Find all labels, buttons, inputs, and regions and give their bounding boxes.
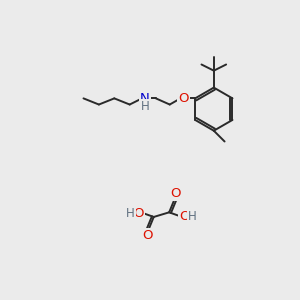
- Text: H: H: [141, 100, 149, 112]
- Text: O: O: [170, 187, 181, 200]
- Text: O: O: [133, 207, 144, 220]
- Text: O: O: [178, 92, 189, 105]
- Text: H: H: [188, 210, 197, 223]
- Text: O: O: [142, 229, 153, 242]
- Text: N: N: [140, 92, 150, 105]
- Text: O: O: [179, 210, 190, 223]
- Text: H: H: [126, 207, 135, 220]
